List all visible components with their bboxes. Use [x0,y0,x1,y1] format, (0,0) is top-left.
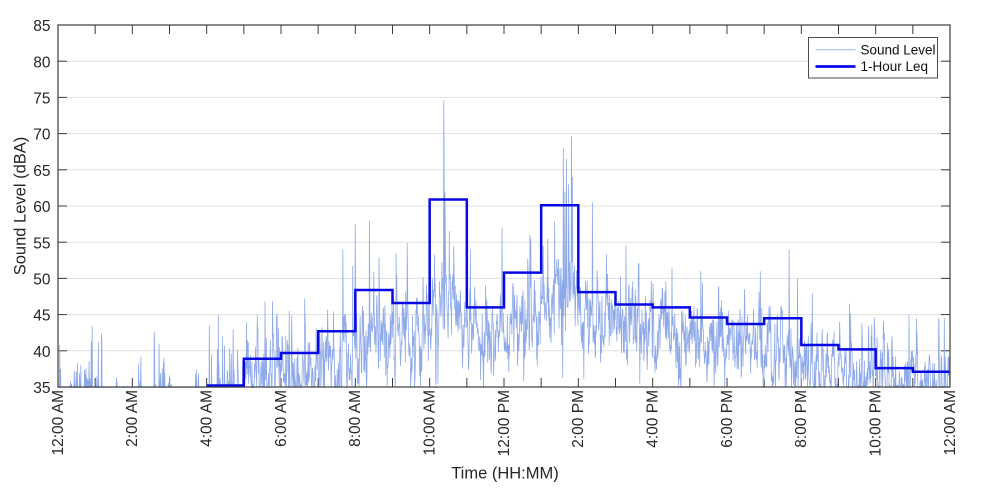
svg-text:35: 35 [33,380,50,397]
svg-text:Time (HH:MM): Time (HH:MM) [451,465,559,483]
svg-text:80: 80 [33,54,51,71]
svg-text:50: 50 [33,272,51,289]
svg-text:60: 60 [33,199,51,216]
svg-text:Sound Level: Sound Level [861,42,936,57]
svg-text:12:00 AM: 12:00 AM [942,390,959,456]
svg-text:55: 55 [33,235,50,252]
svg-text:70: 70 [33,127,51,144]
svg-text:12:00 AM: 12:00 AM [50,390,67,456]
svg-text:12:00 PM: 12:00 PM [496,390,513,456]
svg-text:4:00 PM: 4:00 PM [645,390,662,448]
svg-text:40: 40 [33,344,51,361]
svg-text:10:00 AM: 10:00 AM [422,390,439,456]
svg-text:2:00 PM: 2:00 PM [570,390,587,448]
svg-text:8:00 AM: 8:00 AM [347,390,364,447]
svg-text:1-Hour Leq: 1-Hour Leq [861,59,929,74]
svg-text:75: 75 [33,91,50,108]
svg-text:Sound Level (dBA): Sound Level (dBA) [12,137,30,276]
svg-text:6:00 AM: 6:00 AM [273,390,290,447]
svg-text:6:00 PM: 6:00 PM [719,390,736,448]
svg-text:85: 85 [33,18,50,35]
svg-text:8:00 PM: 8:00 PM [793,390,810,448]
svg-text:2:00 AM: 2:00 AM [124,390,141,447]
svg-text:45: 45 [33,308,50,325]
svg-text:65: 65 [33,163,50,180]
svg-text:4:00 AM: 4:00 AM [199,390,216,447]
svg-text:10:00 PM: 10:00 PM [868,390,885,456]
